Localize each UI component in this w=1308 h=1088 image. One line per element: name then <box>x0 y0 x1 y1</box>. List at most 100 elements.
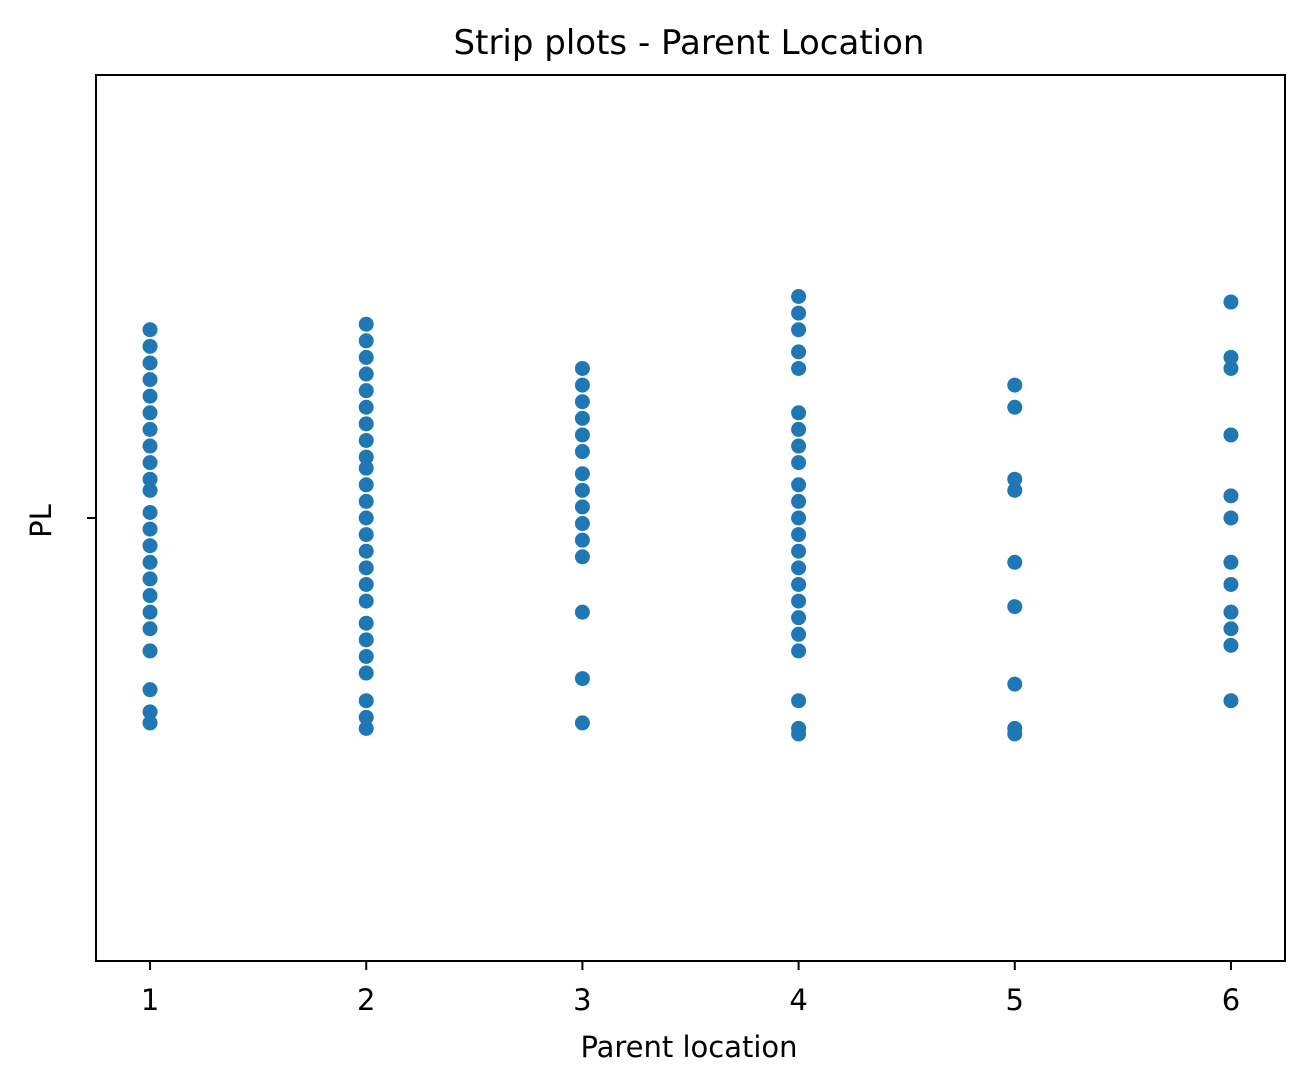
data-point <box>574 715 590 731</box>
data-point <box>1223 427 1239 443</box>
data-point <box>791 360 807 376</box>
data-point <box>1007 554 1023 570</box>
data-point <box>574 444 590 460</box>
data-point <box>574 466 590 482</box>
data-point <box>791 438 807 454</box>
data-point <box>574 516 590 532</box>
data-point <box>791 726 807 742</box>
data-point <box>142 482 158 498</box>
x-tick-label: 2 <box>357 983 375 1017</box>
data-point <box>1007 399 1023 415</box>
data-point <box>574 377 590 393</box>
x-tick-label: 3 <box>573 983 591 1017</box>
data-point <box>1223 604 1239 620</box>
data-point <box>791 477 807 493</box>
data-point <box>142 338 158 354</box>
data-point <box>791 455 807 471</box>
data-point <box>574 604 590 620</box>
plot-frame <box>95 74 1286 962</box>
data-point <box>791 405 807 421</box>
data-point <box>358 693 374 709</box>
data-point <box>1223 360 1239 376</box>
data-point <box>1007 471 1023 487</box>
data-point <box>358 399 374 415</box>
data-point <box>1223 294 1239 310</box>
data-point <box>142 554 158 570</box>
data-point <box>358 576 374 592</box>
data-point <box>1223 693 1239 709</box>
data-point <box>142 372 158 388</box>
data-point <box>358 449 374 465</box>
data-point <box>574 671 590 687</box>
data-point <box>142 682 158 698</box>
data-point <box>574 499 590 515</box>
data-point <box>574 549 590 565</box>
data-point <box>142 571 158 587</box>
data-point <box>1223 488 1239 504</box>
x-tick-label: 5 <box>1006 983 1024 1017</box>
data-point <box>791 610 807 626</box>
data-point <box>574 482 590 498</box>
x-axis-ticks: 1 2 3 4 5 6 <box>141 961 1240 1017</box>
data-point <box>791 626 807 642</box>
data-point <box>574 394 590 410</box>
data-point <box>791 510 807 526</box>
data-point <box>1007 377 1023 393</box>
data-point <box>358 615 374 631</box>
data-point <box>1223 621 1239 637</box>
data-point <box>791 576 807 592</box>
data-point <box>142 405 158 421</box>
data-point <box>358 593 374 609</box>
x-axis-label: Parent location <box>580 1030 797 1064</box>
data-point <box>574 427 590 443</box>
data-point <box>358 477 374 493</box>
data-point <box>791 322 807 338</box>
data-point <box>142 715 158 731</box>
data-point <box>142 521 158 537</box>
data-point <box>358 560 374 576</box>
data-point <box>791 344 807 360</box>
data-point <box>358 543 374 559</box>
data-point <box>791 305 807 321</box>
data-point <box>358 648 374 664</box>
data-point <box>142 388 158 404</box>
data-point <box>791 543 807 559</box>
data-point <box>358 510 374 526</box>
data-point <box>574 532 590 548</box>
data-point <box>358 333 374 349</box>
chart-title: Strip plots - Parent Location <box>454 23 925 63</box>
data-point <box>1223 576 1239 592</box>
data-point <box>791 421 807 437</box>
data-point <box>142 621 158 637</box>
data-point <box>358 493 374 509</box>
data-point <box>358 366 374 382</box>
data-point <box>791 527 807 543</box>
data-point <box>791 560 807 576</box>
data-point <box>142 455 158 471</box>
data-point <box>142 322 158 338</box>
data-point <box>142 471 158 487</box>
data-point <box>1223 637 1239 653</box>
data-point <box>142 604 158 620</box>
data-point <box>1007 676 1023 692</box>
data-point <box>358 527 374 543</box>
data-point <box>574 410 590 426</box>
data-point <box>1007 726 1023 742</box>
data-point <box>358 709 374 725</box>
data-point <box>791 693 807 709</box>
data-point <box>1223 510 1239 526</box>
data-point <box>358 383 374 399</box>
points-layer <box>142 289 1239 742</box>
data-point <box>1223 349 1239 365</box>
data-point <box>791 643 807 659</box>
data-point <box>791 493 807 509</box>
data-point <box>1007 599 1023 615</box>
data-point <box>358 349 374 365</box>
data-point <box>791 289 807 304</box>
data-point <box>142 438 158 454</box>
data-point <box>358 316 374 332</box>
data-point <box>791 593 807 609</box>
data-point <box>142 588 158 604</box>
data-point <box>142 421 158 437</box>
